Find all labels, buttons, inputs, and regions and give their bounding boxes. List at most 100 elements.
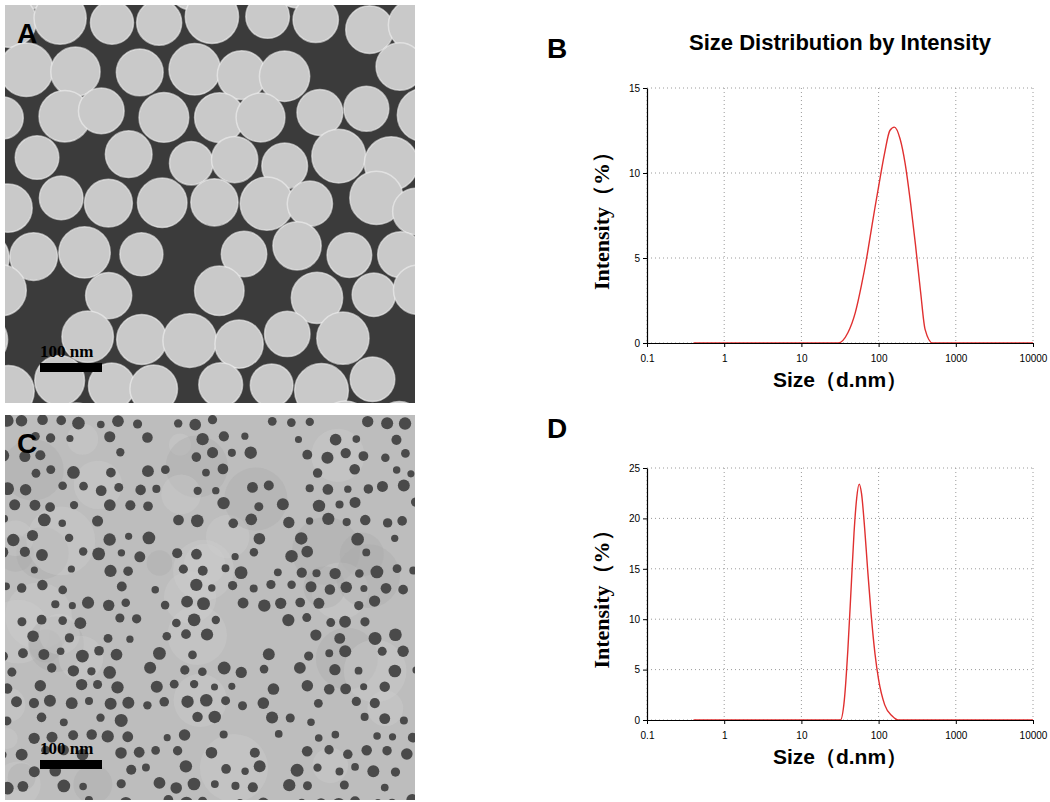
- particle: [245, 514, 257, 526]
- axis-line: [647, 89, 648, 344]
- particle: [164, 734, 171, 741]
- particle: [244, 446, 256, 458]
- particle: [7, 668, 16, 677]
- particle: [377, 401, 415, 403]
- tick: 10: [796, 343, 808, 364]
- particle: [397, 516, 407, 526]
- particle: [340, 781, 349, 790]
- particle: [334, 633, 345, 644]
- tick: 10: [629, 168, 647, 179]
- particle: [287, 580, 295, 588]
- particle: [11, 696, 22, 707]
- particle: [161, 601, 170, 610]
- particle: [164, 795, 174, 800]
- particle: [162, 632, 171, 641]
- particle: [37, 580, 47, 590]
- particle: [277, 498, 289, 510]
- tick: 15: [629, 83, 647, 94]
- panel-label: D: [547, 413, 567, 444]
- tick-label: 0: [634, 338, 640, 349]
- particle: [212, 616, 220, 624]
- particle: [336, 768, 344, 776]
- particle: [105, 131, 152, 178]
- particle: [208, 584, 215, 591]
- particle: [154, 777, 166, 789]
- particle: [115, 747, 126, 758]
- particle: [360, 683, 367, 690]
- particle: [352, 697, 361, 706]
- particle: [191, 514, 204, 527]
- grid-line-x: [878, 88, 879, 343]
- particle: [344, 86, 389, 131]
- particle: [238, 701, 247, 710]
- particle: [307, 719, 315, 727]
- particle: [254, 502, 263, 511]
- micrograph-background: [5, 415, 415, 800]
- particle: [58, 616, 67, 625]
- particle: [362, 548, 370, 556]
- grid-line-x: [1033, 88, 1034, 343]
- particle: [391, 435, 401, 445]
- particle: [5, 716, 11, 725]
- particle: [5, 97, 23, 139]
- tick-mark: [643, 518, 647, 519]
- particle: [7, 534, 19, 546]
- particle: [34, 5, 86, 44]
- particle: [130, 365, 178, 403]
- particle: [240, 177, 293, 230]
- particle: [27, 630, 39, 642]
- tick-mark: [643, 670, 647, 671]
- particle: [143, 532, 156, 545]
- particle: [137, 178, 187, 228]
- particle: [5, 265, 26, 316]
- tick: 10000: [1020, 720, 1048, 741]
- particle: [38, 649, 49, 660]
- particle: [370, 698, 380, 708]
- grid-line-x: [801, 88, 802, 343]
- grid-line-y: [647, 468, 1033, 469]
- particle: [265, 311, 310, 356]
- texture: [26, 506, 95, 575]
- particle: [287, 181, 332, 226]
- particle: [211, 780, 219, 788]
- particle: [112, 415, 124, 427]
- particle: [228, 449, 236, 457]
- particle: [306, 418, 314, 426]
- particle: [5, 683, 12, 693]
- particle: [58, 481, 67, 490]
- particle: [350, 357, 395, 402]
- particle: [274, 568, 282, 576]
- grid-line-y: [647, 568, 1033, 569]
- particle: [68, 665, 79, 676]
- particle: [66, 697, 78, 709]
- particle: [103, 533, 115, 545]
- distribution-line: [693, 484, 1033, 720]
- texture: [161, 474, 201, 514]
- particle: [373, 732, 381, 740]
- particle: [219, 431, 229, 441]
- particle: [5, 415, 14, 427]
- particle: [380, 681, 390, 691]
- x-axis-title: Size（d.nm）: [773, 368, 907, 391]
- particle: [198, 797, 207, 800]
- particle: [241, 768, 248, 775]
- x-axis: 0.1110100100010000: [641, 343, 1048, 364]
- chart-title: Size Distribution by Intensity: [689, 30, 992, 55]
- distribution-line: [693, 127, 1033, 343]
- particle: [295, 532, 308, 545]
- particle: [96, 714, 104, 722]
- texture: [174, 674, 227, 727]
- particle: [302, 680, 313, 691]
- particle: [228, 519, 238, 529]
- tick-mark: [1033, 343, 1034, 347]
- particle: [339, 616, 351, 628]
- particle: [190, 680, 198, 688]
- particle: [399, 417, 411, 429]
- particle: [194, 487, 202, 495]
- grid-line-y: [647, 88, 1033, 89]
- texture: [147, 550, 172, 575]
- grid-line-y: [647, 619, 1033, 620]
- particle: [74, 617, 86, 629]
- grid-line-x: [724, 468, 725, 720]
- grid-line-x: [955, 468, 956, 720]
